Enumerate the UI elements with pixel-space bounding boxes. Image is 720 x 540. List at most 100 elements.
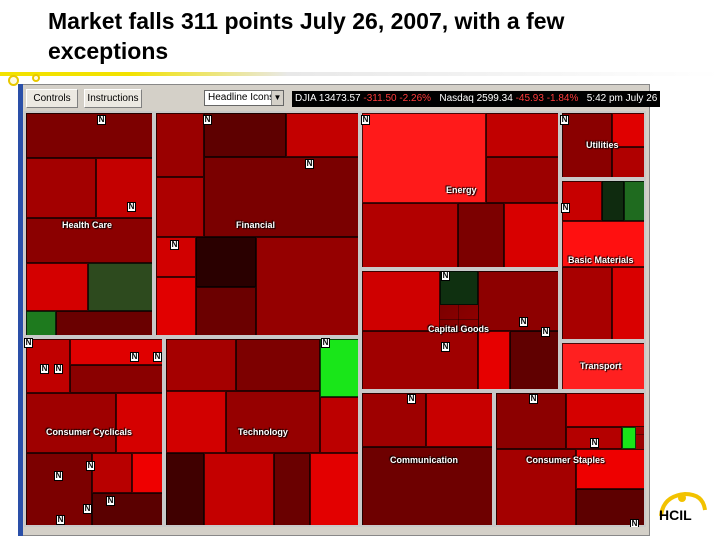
- sector-health-care[interactable]: Health Care: [24, 111, 154, 337]
- stock-tile[interactable]: [486, 113, 558, 157]
- news-icon[interactable]: N: [361, 115, 370, 125]
- stock-tile[interactable]: [566, 393, 644, 427]
- controls-button[interactable]: Controls: [26, 89, 78, 108]
- stock-tile[interactable]: [286, 113, 358, 157]
- stock-tile[interactable]: [26, 393, 116, 453]
- stock-tile[interactable]: [166, 453, 204, 525]
- news-icon[interactable]: N: [203, 115, 212, 125]
- sector-consumer-staples[interactable]: Consumer Staples: [494, 391, 646, 527]
- news-icon[interactable]: N: [441, 271, 450, 281]
- stock-tile[interactable]: [612, 267, 644, 339]
- news-icon[interactable]: N: [56, 515, 65, 525]
- news-icon[interactable]: N: [170, 240, 179, 250]
- stock-tile[interactable]: [26, 218, 152, 263]
- stock-tile[interactable]: [92, 453, 132, 493]
- stock-tile[interactable]: [320, 397, 358, 453]
- sector-energy[interactable]: Energy: [360, 111, 560, 269]
- stock-tile[interactable]: [204, 113, 286, 157]
- news-icon[interactable]: N: [97, 115, 106, 125]
- sector-communication[interactable]: Communication: [360, 391, 494, 527]
- sector-capital-goods[interactable]: Capital Goods: [360, 269, 560, 391]
- stock-tile[interactable]: [478, 331, 510, 389]
- stock-tile[interactable]: [562, 221, 644, 267]
- stock-tile[interactable]: [478, 271, 558, 331]
- news-icon[interactable]: N: [529, 394, 538, 404]
- chevron-down-icon[interactable]: ▼: [271, 91, 283, 105]
- stock-tile[interactable]: [362, 203, 458, 267]
- stock-tile[interactable]: [562, 343, 644, 389]
- news-icon[interactable]: N: [106, 496, 115, 506]
- sector-basic-materials[interactable]: Basic Materials: [560, 179, 646, 341]
- stock-tile[interactable]: [362, 271, 440, 331]
- stock-tile[interactable]: [26, 311, 56, 335]
- stock-tile[interactable]: [310, 453, 358, 525]
- news-icon[interactable]: N: [153, 352, 162, 362]
- stock-tile[interactable]: [576, 449, 644, 489]
- stock-tile[interactable]: [116, 393, 162, 453]
- stock-tile[interactable]: [26, 453, 92, 525]
- stock-tile[interactable]: [362, 393, 426, 447]
- stock-tile[interactable]: [26, 113, 152, 158]
- stock-tile[interactable]: [612, 113, 644, 147]
- stock-tile[interactable]: [486, 157, 558, 203]
- stock-tile[interactable]: [320, 339, 358, 397]
- news-icon[interactable]: N: [130, 352, 139, 362]
- sector-transport[interactable]: Transport: [560, 341, 646, 391]
- stock-tile[interactable]: [236, 339, 320, 391]
- news-icon[interactable]: N: [83, 504, 92, 514]
- stock-tile[interactable]: [496, 449, 576, 525]
- stock-tile[interactable]: [612, 147, 644, 177]
- news-icon[interactable]: N: [590, 438, 599, 448]
- sector-consumer-cyclicals[interactable]: Consumer Cyclicals: [24, 337, 164, 527]
- stock-tile[interactable]: [562, 267, 612, 339]
- news-icon[interactable]: N: [441, 342, 450, 352]
- stock-tile[interactable]: [426, 393, 492, 447]
- news-icon[interactable]: N: [519, 317, 528, 327]
- stock-tile[interactable]: [204, 453, 274, 525]
- stock-tile[interactable]: [458, 203, 504, 267]
- stock-tile[interactable]: [96, 158, 152, 218]
- stock-tile[interactable]: [204, 157, 358, 237]
- stock-tile[interactable]: [226, 391, 320, 453]
- stock-tile[interactable]: [274, 453, 310, 525]
- sector-financial[interactable]: Financial: [154, 111, 360, 337]
- treemap[interactable]: Health Care Financial Energy Utilities: [24, 111, 646, 527]
- sector-utilities[interactable]: Utilities: [560, 111, 646, 179]
- stock-tile[interactable]: [362, 113, 486, 203]
- stock-tile[interactable]: [166, 391, 226, 453]
- news-icon[interactable]: N: [407, 394, 416, 404]
- stock-tile[interactable]: [88, 263, 152, 311]
- news-icon[interactable]: N: [54, 364, 63, 374]
- stock-tile[interactable]: [156, 277, 196, 335]
- stock-tile[interactable]: [562, 181, 602, 221]
- stock-tile[interactable]: [624, 181, 644, 221]
- stock-tile[interactable]: [196, 237, 256, 287]
- news-icon[interactable]: N: [54, 471, 63, 481]
- stock-tile[interactable]: [510, 331, 558, 389]
- stock-tile[interactable]: [602, 181, 624, 221]
- news-icon[interactable]: N: [560, 115, 569, 125]
- news-icon[interactable]: N: [321, 338, 330, 348]
- stock-tile[interactable]: [132, 453, 162, 493]
- stock-tile[interactable]: [362, 447, 492, 525]
- stock-tile[interactable]: [256, 237, 358, 335]
- news-icon[interactable]: N: [86, 461, 95, 471]
- news-icon[interactable]: N: [127, 202, 136, 212]
- stock-tile[interactable]: [562, 113, 612, 177]
- news-icon[interactable]: N: [40, 364, 49, 374]
- news-icon[interactable]: N: [24, 338, 33, 348]
- stock-tile[interactable]: [92, 493, 162, 525]
- stock-tile[interactable]: [156, 237, 196, 277]
- instructions-button[interactable]: Instructions: [84, 89, 142, 108]
- stock-tile[interactable]: [26, 263, 88, 311]
- stock-tile[interactable]: [166, 339, 236, 391]
- stock-tile[interactable]: [622, 427, 636, 449]
- stock-tile[interactable]: [196, 287, 256, 335]
- news-icon[interactable]: N: [541, 327, 550, 337]
- news-icon[interactable]: N: [630, 519, 639, 527]
- view-mode-select[interactable]: Headline Icons ▼: [204, 90, 284, 106]
- stock-tile[interactable]: [362, 331, 478, 389]
- stock-tile[interactable]: [70, 339, 162, 365]
- stock-tile[interactable]: [504, 203, 558, 267]
- stock-tile[interactable]: [26, 158, 96, 218]
